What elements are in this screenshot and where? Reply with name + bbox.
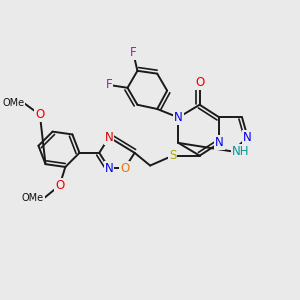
Text: N: N (174, 111, 183, 124)
Text: NH: NH (232, 145, 250, 158)
Text: O: O (35, 108, 44, 121)
Text: N: N (215, 136, 224, 149)
Text: N: N (243, 131, 252, 144)
Text: O: O (195, 76, 204, 88)
Text: O: O (55, 179, 64, 192)
Text: F: F (130, 46, 136, 59)
Text: OMe: OMe (2, 98, 24, 108)
Text: S: S (169, 149, 176, 162)
Text: OMe: OMe (22, 193, 44, 203)
Text: F: F (106, 79, 112, 92)
Text: N: N (105, 162, 113, 175)
Text: O: O (120, 162, 129, 175)
Text: N: N (105, 131, 113, 144)
